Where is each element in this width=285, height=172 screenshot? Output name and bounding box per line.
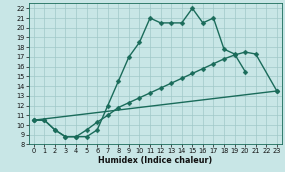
X-axis label: Humidex (Indice chaleur): Humidex (Indice chaleur): [98, 156, 212, 165]
